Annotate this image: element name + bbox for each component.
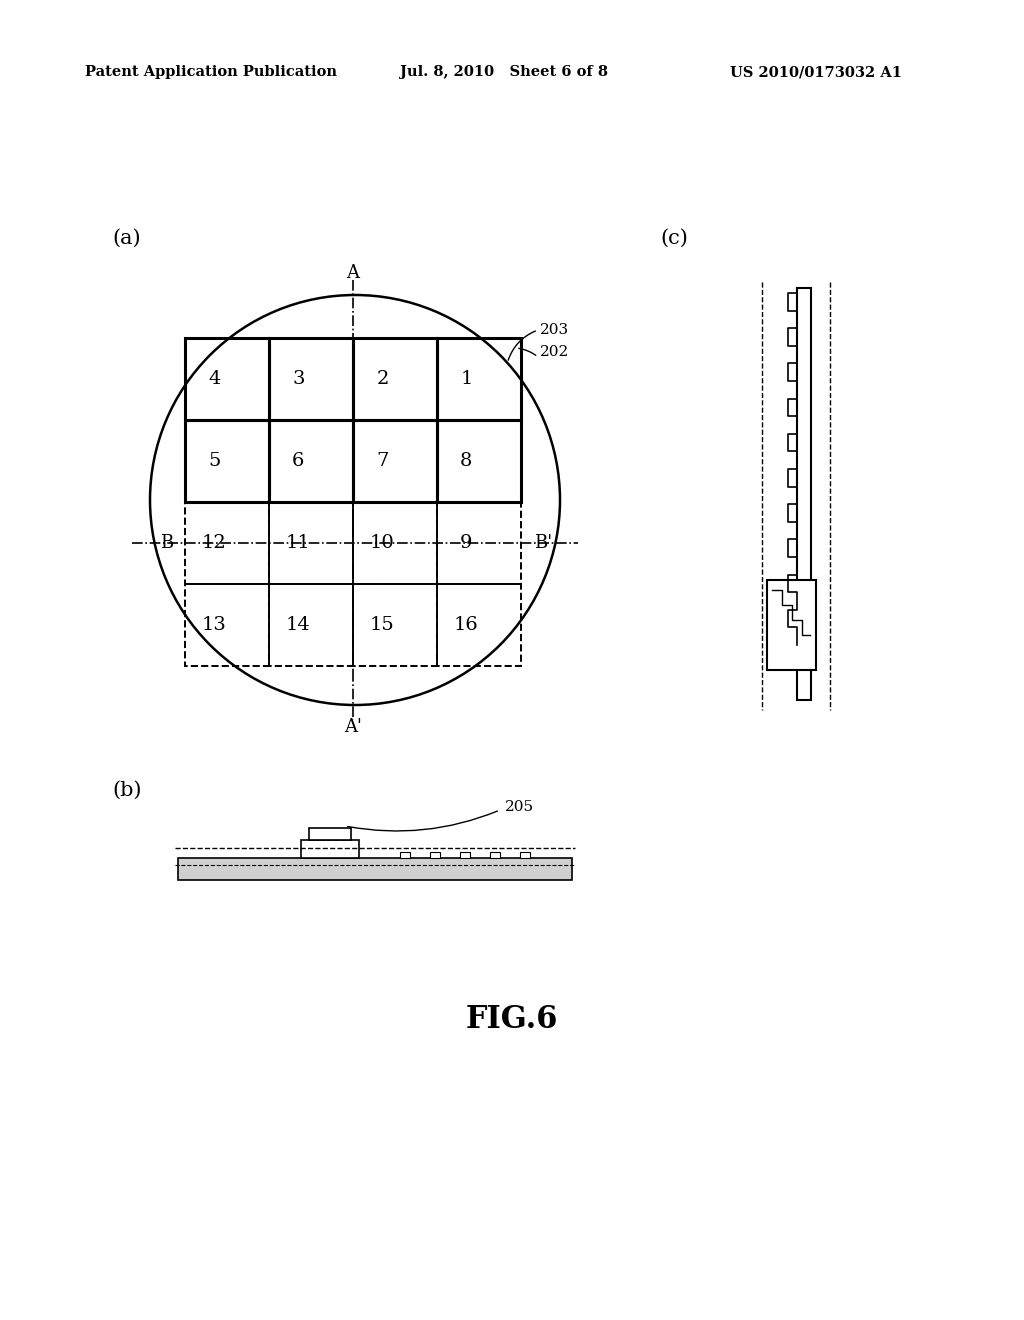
Bar (437, 420, 521, 502)
Bar (353, 502, 437, 583)
Text: 4: 4 (208, 370, 220, 388)
Text: 202: 202 (540, 345, 569, 359)
Text: 9: 9 (460, 535, 473, 552)
Bar (430, 851, 440, 858)
Bar (185, 502, 269, 583)
Text: A: A (346, 264, 359, 282)
Text: 6: 6 (292, 451, 304, 470)
Text: 14: 14 (286, 616, 310, 634)
Bar (178, 858, 572, 880)
Bar (185, 420, 269, 502)
Text: B: B (161, 535, 174, 552)
Bar (269, 583, 353, 667)
Text: A': A' (344, 718, 361, 737)
Bar (437, 338, 521, 420)
Bar (269, 420, 353, 502)
Text: (c): (c) (660, 228, 688, 248)
Text: (b): (b) (112, 780, 141, 800)
Text: B': B' (534, 535, 552, 552)
Bar (301, 840, 359, 858)
Text: 12: 12 (202, 535, 226, 552)
Text: 15: 15 (370, 616, 395, 634)
Text: 11: 11 (286, 535, 310, 552)
Text: 7: 7 (376, 451, 388, 470)
Bar (309, 828, 351, 840)
Text: US 2010/0173032 A1: US 2010/0173032 A1 (730, 65, 902, 79)
Bar (353, 420, 437, 502)
Text: 16: 16 (454, 616, 479, 634)
Text: 10: 10 (370, 535, 395, 552)
Bar (797, 288, 811, 700)
Text: 3: 3 (292, 370, 305, 388)
Bar (767, 579, 816, 671)
Text: 2: 2 (376, 370, 388, 388)
Text: 1: 1 (460, 370, 473, 388)
Bar (185, 583, 269, 667)
Text: 203: 203 (540, 323, 569, 337)
Bar (437, 583, 521, 667)
Text: 5: 5 (208, 451, 220, 470)
Text: 13: 13 (202, 616, 227, 634)
Bar (269, 338, 353, 420)
Bar (353, 338, 437, 420)
Bar (437, 502, 521, 583)
Bar (520, 851, 530, 858)
Text: 8: 8 (460, 451, 473, 470)
Text: Patent Application Publication: Patent Application Publication (85, 65, 337, 79)
Bar (400, 851, 410, 858)
Text: 205: 205 (505, 800, 535, 814)
Bar (490, 851, 500, 858)
Text: FIG.6: FIG.6 (466, 1005, 558, 1035)
Bar (460, 851, 470, 858)
Bar (185, 338, 269, 420)
Text: Jul. 8, 2010   Sheet 6 of 8: Jul. 8, 2010 Sheet 6 of 8 (400, 65, 608, 79)
Bar (353, 583, 437, 667)
Bar (269, 502, 353, 583)
Text: (a): (a) (112, 228, 140, 248)
